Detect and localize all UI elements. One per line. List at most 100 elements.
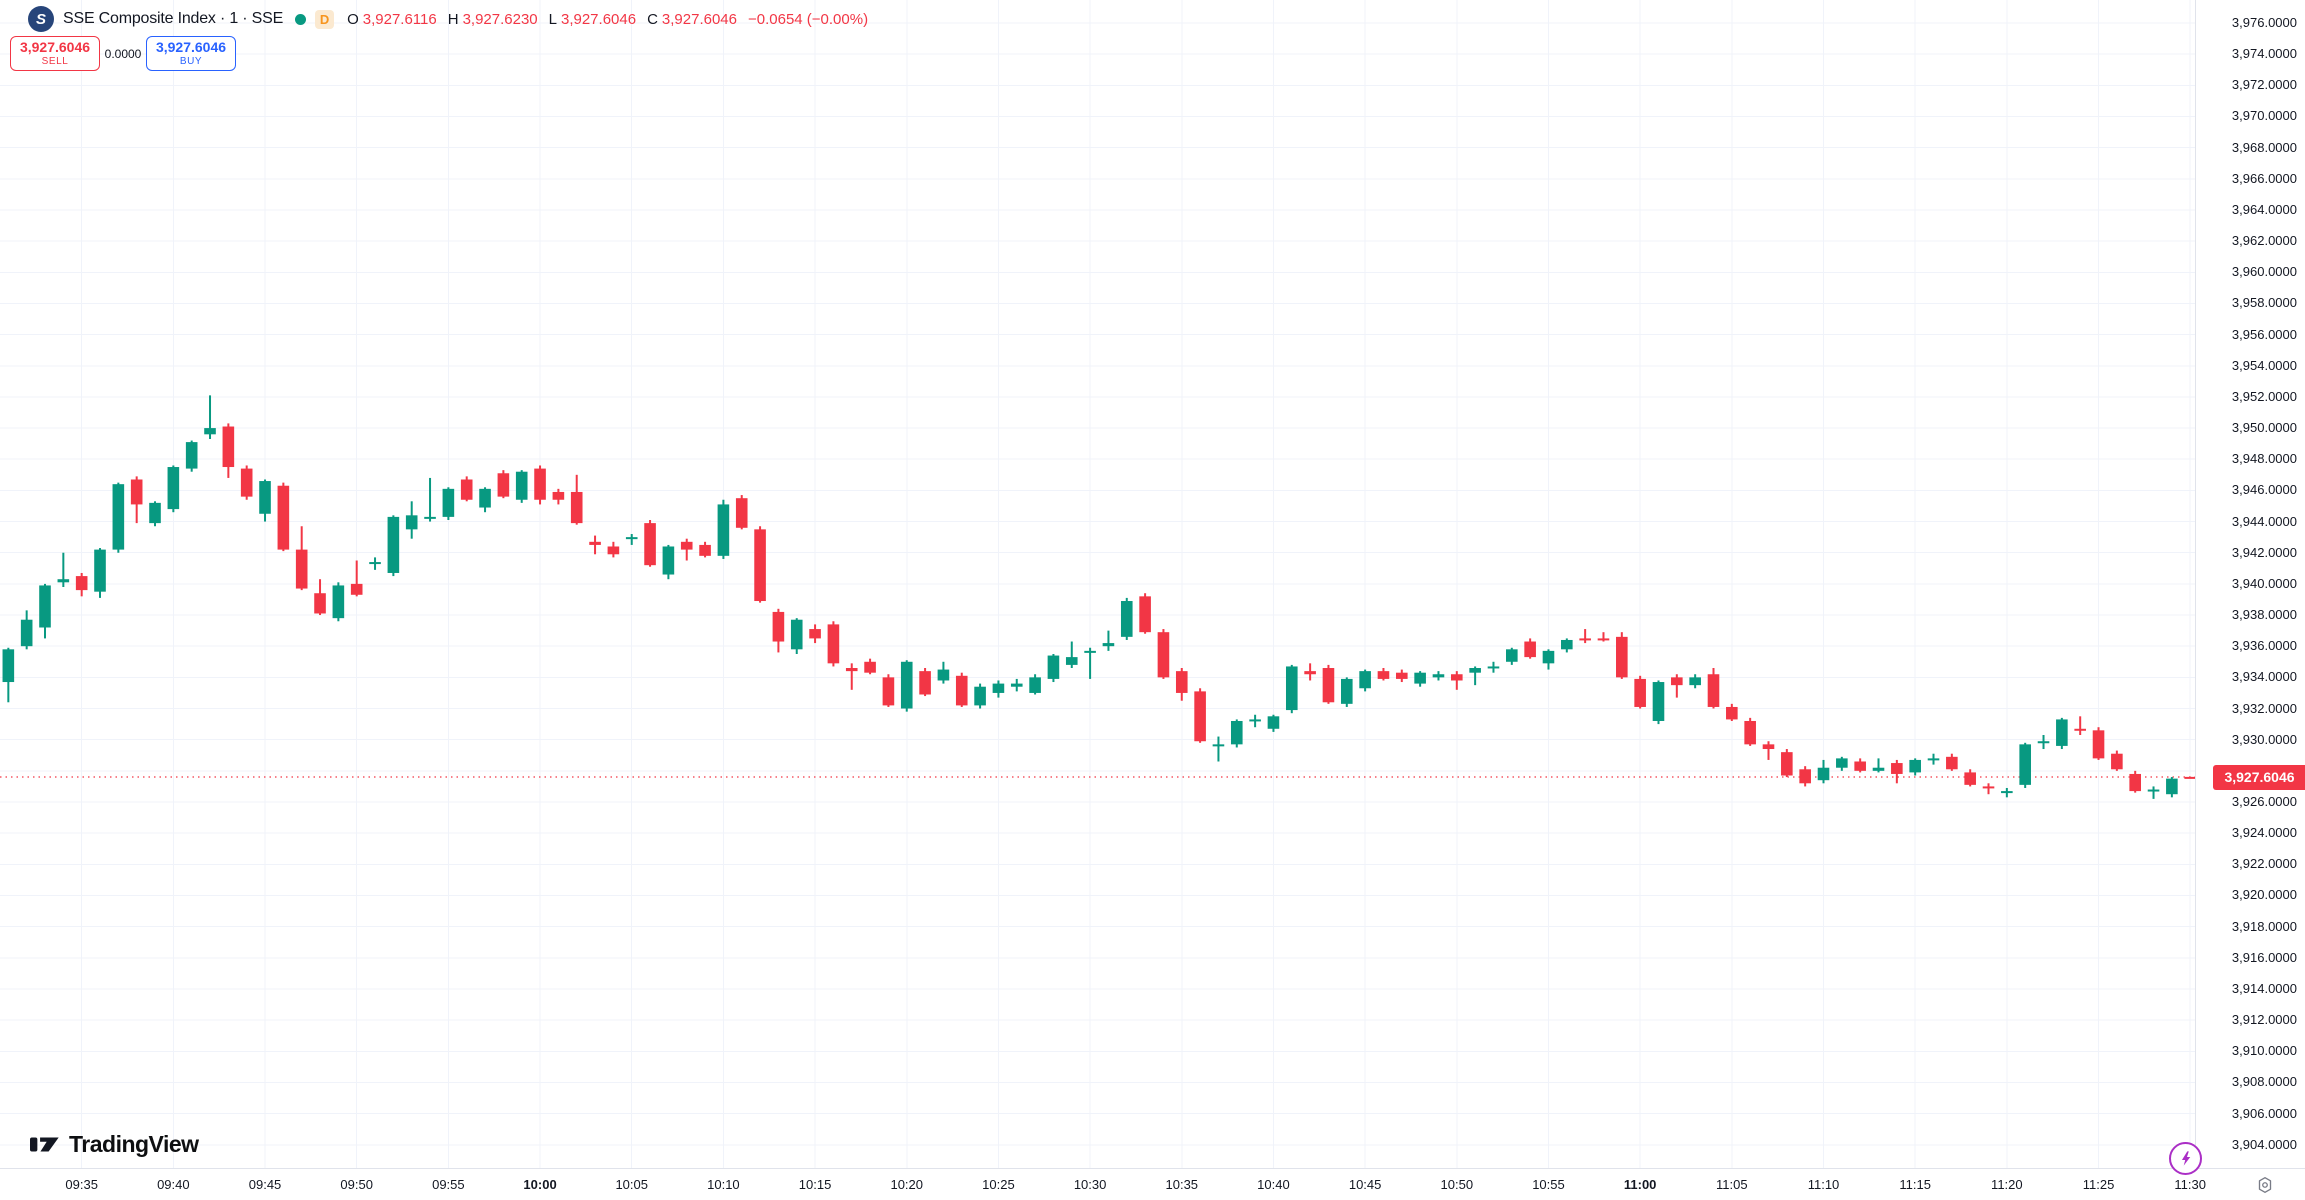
candle-body [1927,758,1940,761]
price-tick-label: 3,914.0000 [2231,980,2297,996]
price-tick-label: 3,946.0000 [2231,482,2297,498]
candle-body [1432,674,1445,678]
candle-body [845,668,858,672]
candle-body [497,473,510,497]
symbol-header: S SSE Composite Index · 1 · SSE D O 3,92… [28,6,868,32]
candle-body [240,468,253,497]
candle-body [992,683,1005,693]
candle-body [1909,759,1921,773]
candle-body [1836,758,1848,768]
candle-body [460,479,473,500]
price-tick-label: 3,908.0000 [2231,1074,2297,1090]
candle-body [1065,657,1078,665]
candle-body [1506,649,1518,662]
candle-body [1854,761,1866,771]
price-tick-label: 3,904.0000 [2231,1136,2297,1152]
candle-body [185,442,198,469]
delayed-data-badge[interactable]: D [315,9,335,29]
time-tick-label: 11:20 [1991,1177,2023,1192]
candlestick-chart[interactable] [0,0,2195,1168]
buy-button[interactable]: 3,927.6046 BUY [146,36,236,71]
candle-body [2111,753,2123,770]
price-tick-label: 3,936.0000 [2231,638,2297,654]
candle-body [1414,672,1426,684]
sell-price: 3,927.6046 [19,39,91,56]
candle-body [332,585,345,619]
candle-body [222,426,235,468]
ohlc-readout: O 3,927.6116 H 3,927.6230 L 3,927.6046 C… [347,11,868,28]
candle-body [589,541,601,545]
time-tick-label: 11:30 [2174,1177,2206,1192]
candle-body [1652,682,1665,721]
chart-pane[interactable] [0,0,2195,1168]
candle-body [1377,671,1390,679]
buy-price: 3,927.6046 [155,39,227,56]
price-tick-label: 3,926.0000 [2231,794,2297,809]
candle-body [1212,744,1225,747]
tradingview-logo[interactable]: TradingView [30,1131,199,1158]
candle-body [1964,772,1976,785]
candle-body [75,576,88,591]
sse-exchange-logo-icon[interactable]: S [28,6,54,32]
candle-body [735,498,748,528]
close-label: C [647,10,658,28]
symbol-title[interactable]: SSE Composite Index · 1 · SSE [63,10,284,27]
quick-trade-button[interactable] [2169,1142,2202,1175]
price-tick-label: 3,934.0000 [2231,669,2297,685]
price-tick-label: 3,952.0000 [2231,388,2297,404]
candle-body [2074,728,2086,731]
trade-widget: 3,927.6046 SELL 0.0000 3,927.6046 BUY [10,36,236,71]
candle-body [1579,638,1591,641]
candle-body [204,428,216,435]
candle-body [1194,691,1206,742]
time-tick-label: 11:10 [1807,1177,1840,1192]
candle-body [1157,632,1170,678]
price-tick-label: 3,974.0000 [2231,46,2297,62]
high-label: H [447,10,459,28]
high-value: 3,927.6230 [462,10,538,28]
time-tick-label: 10:35 [1165,1177,1199,1192]
price-scale-settings-button[interactable] [2252,1173,2278,1197]
candle-body [2,649,15,683]
time-tick-label: 09:35 [65,1177,98,1192]
price-tick-label: 3,922.0000 [2231,856,2297,872]
candle-body [515,471,528,500]
time-tick-label: 11:00 [1623,1177,1657,1192]
price-tick-label: 3,964.0000 [2231,201,2297,217]
candle-body [1872,767,1885,771]
candle-body [974,686,986,706]
tradingview-mark-icon [30,1137,59,1152]
candle-body [1597,638,1610,641]
candle-body [534,468,546,500]
candle-body [900,661,913,709]
time-tick-label: 10:45 [1348,1177,1382,1192]
price-tick-label: 3,968.0000 [2231,139,2297,155]
candle-body [1359,671,1371,689]
price-axis[interactable]: 3,927.6046 3,976.0000 3,974.0000 3,972.000… [2195,0,2305,1168]
candle-body [552,491,565,500]
candle-body [1010,683,1023,687]
candle-body [350,583,363,595]
candle-body [1395,672,1408,679]
candle-body [772,611,785,642]
price-tick-label: 3,916.0000 [2231,949,2297,965]
price-tick-label: 3,942.0000 [2231,544,2297,560]
candle-body [369,562,381,565]
candle-body [717,504,730,556]
candle-body [1469,668,1481,673]
candle-body [570,491,583,524]
market-open-status-icon[interactable] [295,13,307,25]
buy-button-label: BUY [179,55,203,67]
price-tick-label: 3,954.0000 [2231,357,2297,373]
time-axis[interactable]: 09:35 09:40 09:45 09:50 09:55 10:00 10:05 10:10… [0,1168,2305,1200]
sell-button[interactable]: 3,927.6046 SELL [10,36,100,71]
candle-body [2129,773,2141,792]
candle-body [1707,674,1720,707]
candle-body [1102,643,1115,647]
candle-body [2147,789,2160,792]
candle-body [2037,741,2050,744]
candle-body [607,546,620,555]
candle-body [424,516,436,519]
candle-body [405,515,418,530]
